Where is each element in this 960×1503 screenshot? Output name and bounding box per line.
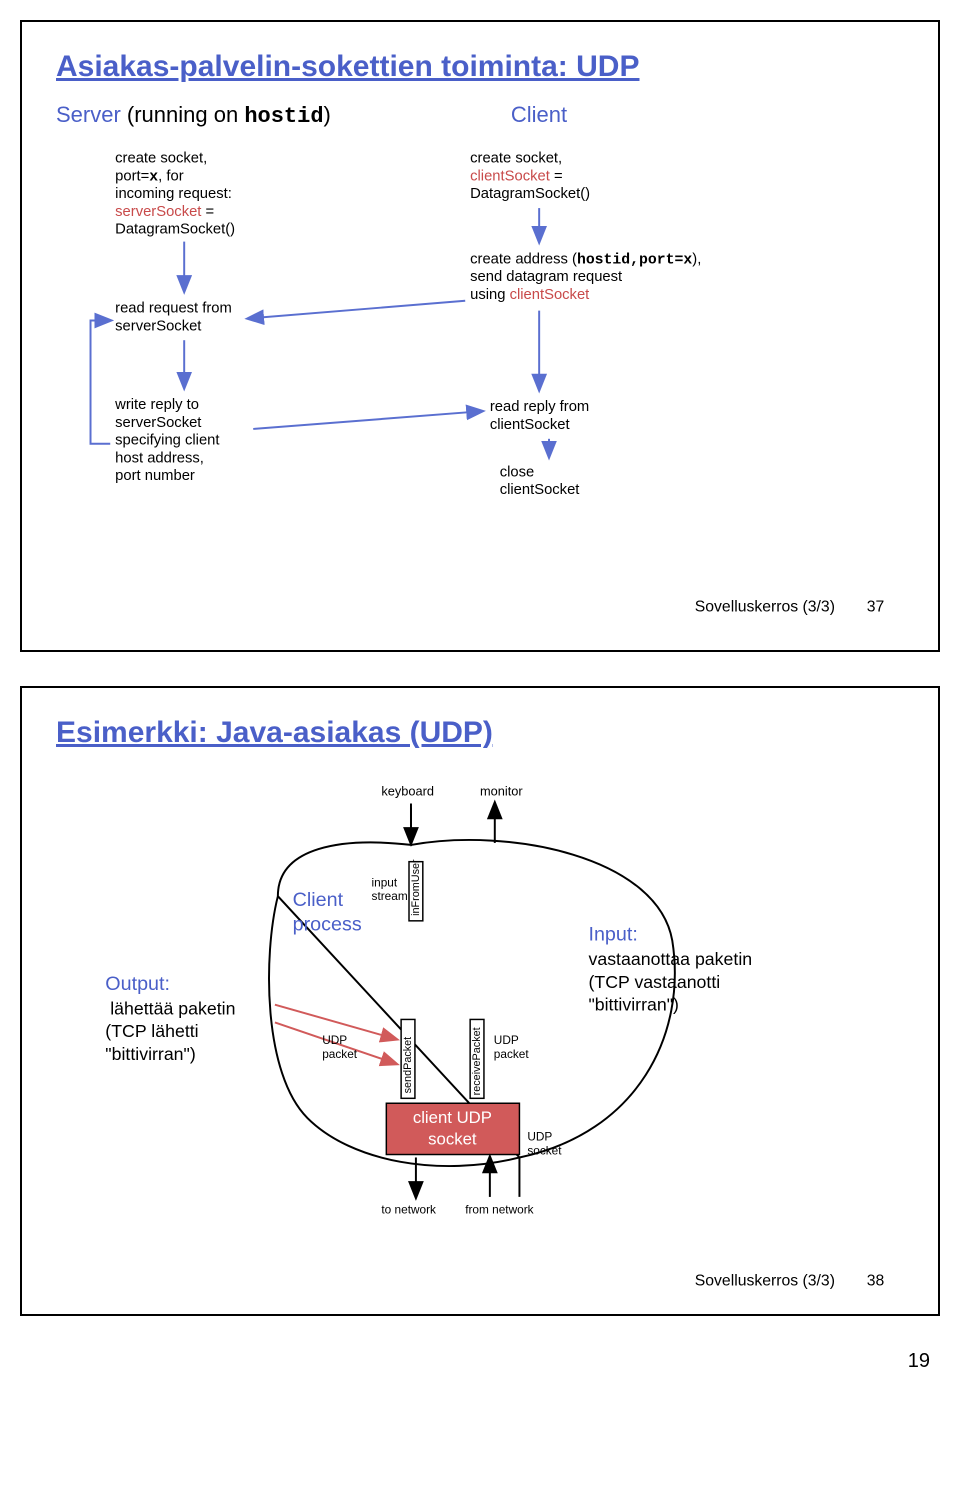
in-l3: (TCP vastaanotti: [588, 972, 720, 992]
c1b2l3a: using: [470, 287, 509, 303]
arrow-s3-c3: [253, 411, 482, 429]
slide1-page: 37: [867, 598, 885, 615]
s1b1l2b: x: [149, 169, 158, 185]
client-udp-socket-1: client UDP: [413, 1108, 492, 1127]
svg-text:create address (hostid,port=x): create address (hostid,port=x),: [470, 251, 701, 268]
server-block-2: read request from serverSocket: [115, 301, 232, 335]
s1b3l1: write reply to: [114, 397, 199, 413]
svg-text:clientSocket =: clientSocket =: [470, 168, 562, 184]
c1b2l1a: create address (: [470, 251, 577, 267]
udp-packet-left-2: packet: [322, 1047, 358, 1061]
out-l1: Output:: [105, 973, 170, 995]
client-label-1: Client: [293, 889, 344, 911]
overall-page-number: 19: [20, 1350, 930, 1373]
slide2-footer: Sovelluskerros (3/3): [695, 1273, 835, 1290]
s1b1l4b: =: [201, 204, 214, 220]
client-label-2: process: [293, 914, 362, 936]
s1b1l1: create socket,: [115, 151, 207, 167]
out-l3: (TCP lähetti: [105, 1021, 198, 1041]
server-block-3: write reply to serverSocket specifying c…: [114, 397, 219, 484]
slide1-diagram: create socket, port=x, for incoming requ…: [56, 143, 904, 636]
slide2-page: 38: [867, 1273, 885, 1290]
output-block: Output: lähettää paketin (TCP lähetti "b…: [105, 973, 235, 1064]
c1b2l3b: clientSocket: [510, 287, 590, 303]
to-network-label: to network: [381, 1203, 436, 1217]
c1b2l2: send datagram request: [470, 269, 622, 285]
server-running: (running on: [121, 102, 245, 127]
keyboard-label: keyboard: [381, 784, 434, 799]
svg-text:serverSocket =: serverSocket =: [115, 204, 214, 220]
client-heading: Client: [511, 102, 567, 129]
receivepacket-label: receivePacket: [471, 1027, 483, 1095]
svg-text:using clientSocket: using clientSocket: [470, 287, 589, 303]
client-block-3: read reply from clientSocket: [490, 399, 589, 433]
inputstream-1: input: [372, 875, 398, 889]
s1b1l2c: , for: [158, 168, 184, 184]
s1b3l2: serverSocket: [115, 415, 201, 431]
udp-packet-right-1: UDP: [494, 1033, 519, 1047]
server-heading: Server (running on hostid): [56, 102, 331, 129]
slide1-title: Asiakas-palvelin-sokettien toiminta: UDP: [56, 50, 904, 84]
udp-packet-left-1: UDP: [322, 1033, 347, 1047]
input-block: Input: vastaanottaa paketin (TCP vastaan…: [588, 924, 752, 1015]
c1b1l1: create socket,: [470, 151, 562, 167]
arrow-c2-s2: [248, 301, 465, 319]
slide2-title: Esimerkki: Java-asiakas (UDP): [56, 716, 904, 750]
in-l4: "bittivirran"): [588, 995, 678, 1015]
monitor-label: monitor: [480, 784, 523, 799]
server-paren-close: ): [324, 102, 331, 127]
client-block-2: create address (hostid,port=x), send dat…: [470, 251, 701, 302]
c1b3l2: clientSocket: [490, 417, 570, 433]
sendpacket-label: sendPacket: [402, 1037, 414, 1094]
c1b1l2b: =: [550, 168, 563, 184]
s1b1l3: incoming request:: [115, 186, 232, 202]
s1b3l5: port number: [115, 468, 195, 484]
s1b3l4: host address,: [115, 450, 204, 466]
inputstream-2: stream: [372, 889, 408, 903]
c1b4l2: clientSocket: [500, 482, 580, 498]
slide-1: Asiakas-palvelin-sokettien toiminta: UDP…: [20, 20, 940, 652]
udp-socket-2: socket: [527, 1144, 562, 1158]
in-l2: vastaanottaa paketin: [588, 949, 752, 969]
from-network-label: from network: [465, 1203, 533, 1217]
s1b1l4a: serverSocket: [115, 204, 201, 220]
c1b3l1: read reply from: [490, 399, 589, 415]
s1b1l5: DatagramSocket(): [115, 222, 235, 238]
in-l1: Input:: [588, 924, 637, 946]
out-l2: lähettää paketin: [110, 999, 235, 1019]
udp-packet-right-2: packet: [494, 1047, 530, 1061]
c1b1l2a: clientSocket: [470, 168, 550, 184]
s1b1l2a: port=: [115, 168, 149, 184]
s1b2l2: serverSocket: [115, 318, 201, 334]
server-word: Server: [56, 102, 121, 127]
client-block-4: close clientSocket: [500, 464, 580, 498]
s1b3l3: specifying client: [115, 433, 219, 449]
slide1-subhead: Server (running on hostid) Client: [56, 102, 904, 129]
svg-text:port=x, for: port=x, for: [115, 168, 184, 185]
infromuser-label: inFromUser: [410, 859, 422, 916]
server-host: hostid: [244, 104, 323, 129]
out-l4: "bittivirran"): [105, 1044, 195, 1064]
loop-arrow: [91, 320, 111, 443]
c1b2l1b: hostid,port=x: [577, 252, 692, 268]
slide2-diagram: keyboard monitor Client process input st…: [56, 768, 904, 1300]
c1b4l1: close: [500, 464, 535, 480]
slide-2: Esimerkki: Java-asiakas (UDP) keyboard m…: [20, 686, 940, 1316]
client-block-1: create socket, clientSocket = DatagramSo…: [470, 151, 590, 202]
server-block-1: create socket, port=x, for incoming requ…: [115, 151, 235, 238]
slide1-footer: Sovelluskerros (3/3): [695, 598, 835, 615]
client-udp-socket-2: socket: [428, 1130, 477, 1149]
udp-socket-1: UDP: [527, 1130, 552, 1144]
c1b2l1c: ),: [692, 251, 701, 267]
s1b2l1: read request from: [115, 301, 232, 317]
c1b1l3: DatagramSocket(): [470, 186, 590, 202]
